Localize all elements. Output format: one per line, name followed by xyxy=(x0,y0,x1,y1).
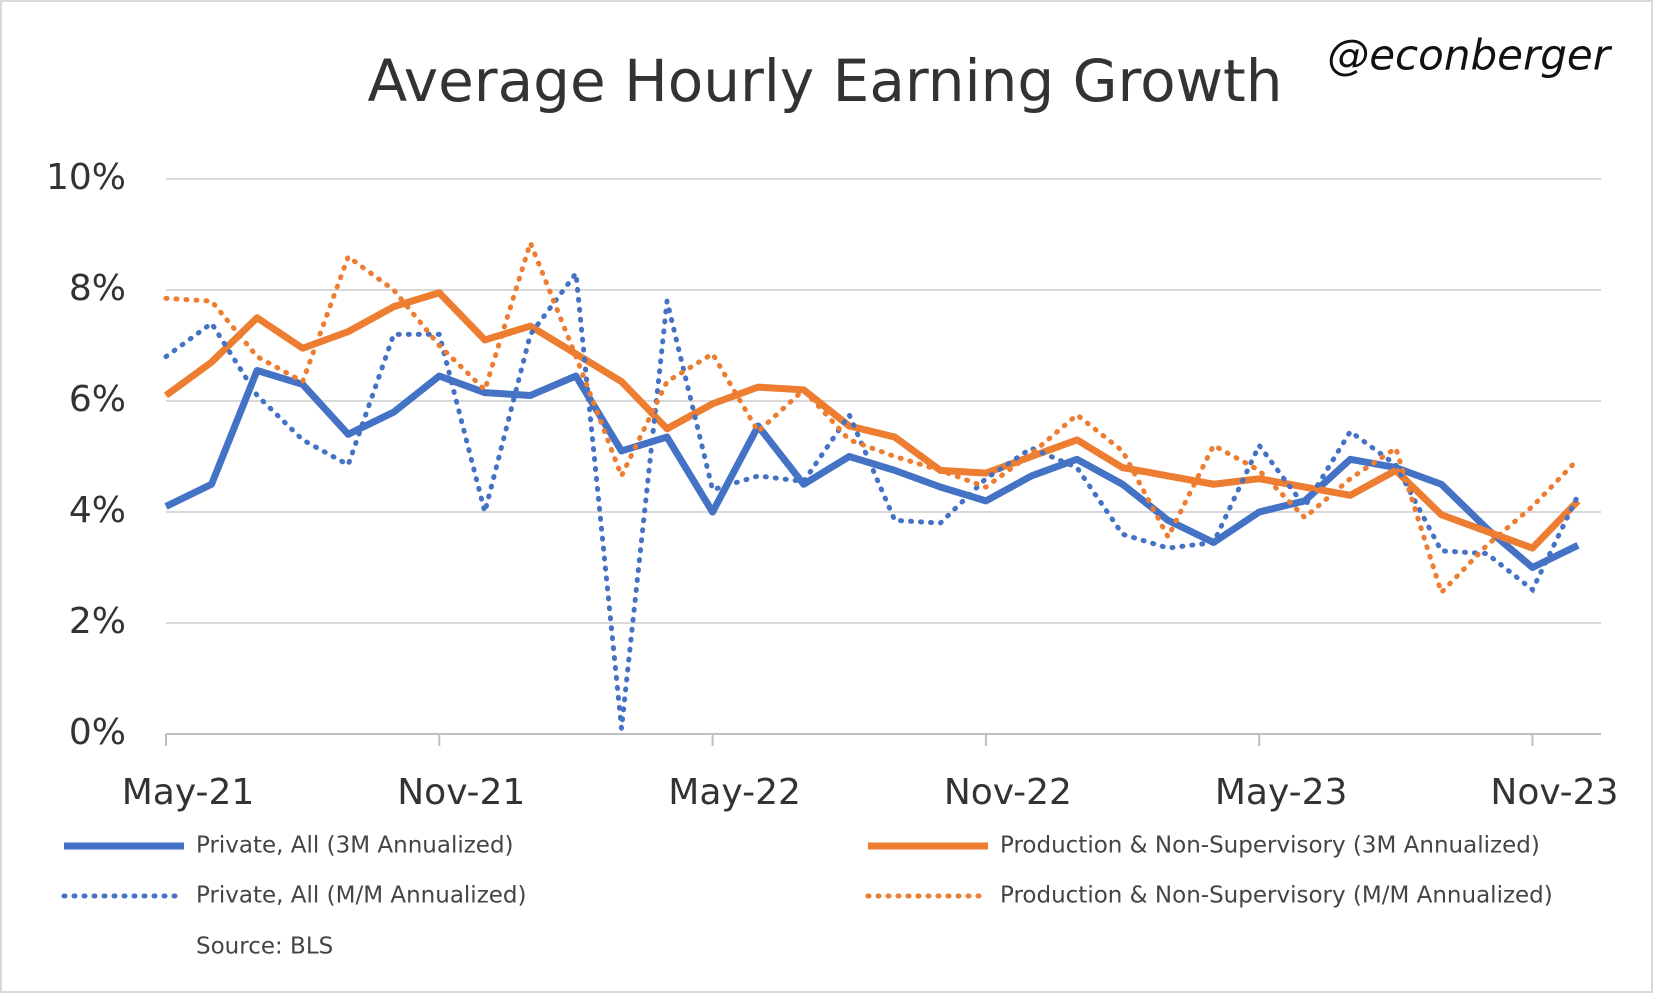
series-line xyxy=(163,289,1581,552)
x-tick-label: May-21 xyxy=(122,772,255,813)
x-tick-label: May-22 xyxy=(668,772,801,813)
legend-label: Private, All (3M Annualized) xyxy=(196,833,514,859)
y-tick-label: 4% xyxy=(69,490,126,531)
chart-title: Average Hourly Earning Growth xyxy=(367,47,1282,115)
x-tick-label: Nov-21 xyxy=(397,772,525,813)
x-tick-label: Nov-22 xyxy=(944,772,1072,813)
legend-label: Production & Non-Supervisory (3M Annuali… xyxy=(1000,833,1540,859)
x-tick-label: May-23 xyxy=(1215,772,1348,813)
series-line xyxy=(164,366,1580,571)
y-tick-label: 10% xyxy=(46,157,126,198)
x-tick-label: Nov-23 xyxy=(1490,772,1618,813)
annotation: @econberger xyxy=(1327,31,1613,80)
legend-label: Private, All (M/M Annualized) xyxy=(196,883,527,909)
series-line xyxy=(163,266,1581,729)
y-tick-label: 6% xyxy=(69,379,126,420)
y-tick-label: 8% xyxy=(69,268,126,309)
legend-label: Production & Non-Supervisory (M/M Annual… xyxy=(1000,883,1553,909)
series-line xyxy=(163,235,1581,598)
source-note: Source: BLS xyxy=(196,934,333,960)
y-tick-label: 2% xyxy=(69,601,126,642)
y-tick-label: 0% xyxy=(69,712,126,753)
